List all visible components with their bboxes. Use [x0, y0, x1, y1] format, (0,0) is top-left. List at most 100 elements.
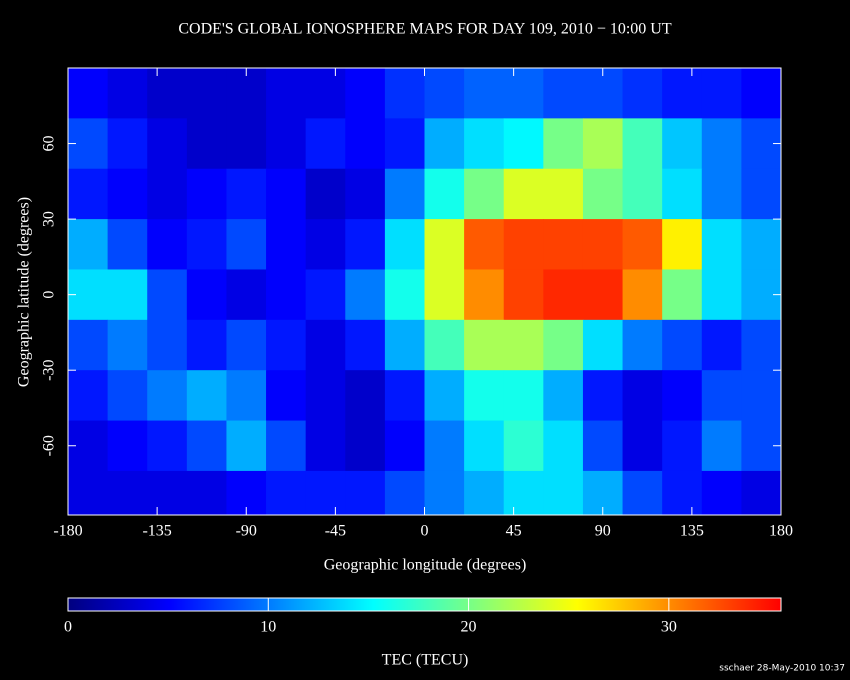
tec-cell — [305, 319, 346, 371]
tec-cell — [424, 269, 465, 321]
tec-cell — [543, 370, 584, 422]
tec-cell — [701, 269, 742, 321]
tec-cell — [226, 118, 267, 170]
tec-cell — [582, 168, 624, 220]
tec-cell — [147, 470, 188, 515]
x-tick-label: -45 — [325, 523, 346, 540]
tec-cell — [582, 219, 624, 270]
tec-cell — [582, 319, 624, 371]
tec-cell — [543, 269, 584, 321]
tec-cell — [741, 68, 781, 119]
tec-cell — [622, 118, 663, 170]
tec-cell — [384, 470, 425, 515]
tec-cell — [147, 168, 188, 220]
tec-cell — [147, 420, 188, 472]
tec-cell — [68, 319, 109, 371]
tec-cell — [345, 370, 386, 422]
tec-cell — [266, 319, 307, 371]
tec-cell — [226, 269, 267, 321]
tec-cell — [68, 219, 109, 270]
tec-cell — [701, 68, 742, 119]
tec-cell — [384, 269, 425, 321]
tec-cell — [186, 168, 227, 220]
tec-cell — [226, 420, 267, 472]
tec-cell — [305, 219, 346, 270]
tec-cell — [543, 420, 584, 472]
tec-cell — [464, 118, 505, 170]
tec-cell — [226, 219, 267, 270]
y-tick-label: 60 — [41, 136, 58, 152]
tec-cell — [266, 219, 307, 270]
tec-cell — [543, 319, 584, 371]
tec-cell — [503, 420, 544, 472]
tec-cell — [424, 168, 465, 220]
tec-cell — [147, 219, 188, 270]
tec-cell — [305, 68, 346, 119]
tec-cell — [582, 118, 624, 170]
tec-cell — [186, 219, 227, 270]
y-axis-label: Geographic latitude (degrees) — [16, 197, 33, 387]
tec-cell — [107, 168, 148, 220]
tec-cell — [305, 168, 346, 220]
tec-cell — [582, 269, 624, 321]
tec-cell — [345, 470, 386, 515]
tec-cell — [503, 219, 544, 270]
tec-cell — [266, 118, 307, 170]
tec-cell — [266, 420, 307, 472]
tec-cell — [424, 319, 465, 371]
tec-cell — [186, 420, 227, 472]
tec-cell — [266, 68, 307, 119]
tec-cell — [345, 168, 386, 220]
tec-cell — [107, 68, 148, 119]
tec-cell — [266, 470, 307, 515]
tec-cell — [503, 319, 544, 371]
tec-cell — [582, 420, 624, 472]
tec-cell — [226, 168, 267, 220]
tec-cell — [186, 470, 227, 515]
tec-cell — [384, 370, 425, 422]
tec-cell — [266, 168, 307, 220]
tec-cell — [345, 420, 386, 472]
x-axis-label: Geographic longitude (degrees) — [324, 557, 527, 574]
tec-cell — [345, 319, 386, 371]
tec-cell — [266, 269, 307, 321]
x-tick-label: -135 — [142, 523, 171, 540]
tec-cell — [305, 269, 346, 321]
tec-cell — [464, 68, 505, 119]
tec-cell — [226, 68, 267, 119]
tec-cell — [305, 370, 346, 422]
tec-cell — [424, 470, 465, 515]
tec-cell — [384, 68, 425, 119]
tec-cell — [384, 118, 425, 170]
tec-cell — [662, 168, 703, 220]
tec-cell — [701, 470, 742, 515]
y-tick-label: 0 — [41, 291, 58, 299]
colorbar-label: TEC (TECU) — [382, 652, 469, 669]
tec-cell — [107, 420, 148, 472]
tec-cell — [186, 370, 227, 422]
colorbar-tick-label: 0 — [64, 619, 72, 636]
x-tick-label: 180 — [769, 523, 793, 540]
tec-cell — [622, 370, 663, 422]
tec-cell — [68, 470, 109, 515]
tec-cell — [305, 118, 346, 170]
tec-cell — [384, 168, 425, 220]
tec-cell — [662, 319, 703, 371]
tec-cell — [345, 269, 386, 321]
tec-cell — [662, 219, 703, 270]
tec-cell — [424, 118, 465, 170]
tec-cell — [701, 168, 742, 220]
tec-cell — [186, 319, 227, 371]
tec-cell — [186, 269, 227, 321]
tec-cell — [305, 470, 346, 515]
tec-cell — [266, 370, 307, 422]
tec-cell — [543, 470, 584, 515]
tec-cell — [68, 168, 109, 220]
tec-cell — [543, 219, 584, 270]
tec-cell — [147, 319, 188, 371]
tec-cell — [543, 68, 584, 119]
tec-cell — [186, 118, 227, 170]
tec-cell — [68, 370, 109, 422]
tec-cell — [107, 319, 148, 371]
